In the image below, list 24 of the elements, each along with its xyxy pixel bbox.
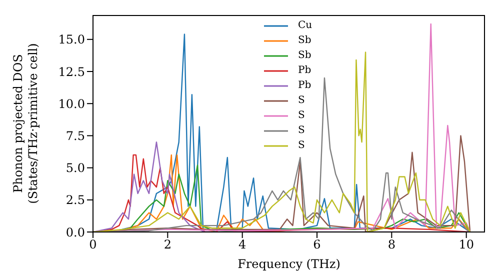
x-tick-label: 0 (89, 238, 97, 252)
x-axis-title: Frequency (THz) (238, 257, 340, 271)
legend-label: Cu (298, 19, 312, 33)
y-tick-label: 12.5 (58, 64, 85, 79)
legend-label: S (298, 139, 305, 153)
y-tick-label: 15.0 (58, 32, 85, 47)
legend-label: S (298, 109, 305, 123)
x-tick-label: 6 (313, 238, 321, 252)
legend-label: Pb (298, 64, 312, 78)
x-tick-label: 8 (388, 238, 396, 252)
legend-label: Sb (298, 49, 312, 63)
y-tick-label: 10.0 (58, 96, 85, 111)
y-axis-title: Phonon projected DOS (States/THz·primitive cell) (11, 43, 40, 204)
legend-label: S (298, 94, 305, 108)
x-tick-label: 2 (164, 238, 172, 252)
y-tick-label: 0.0 (66, 225, 85, 240)
y-tick-label: 7.5 (66, 128, 85, 143)
x-tick-label: 10 (458, 238, 474, 252)
y-tick-label: 2.5 (66, 193, 85, 208)
x-tick-label: 4 (238, 238, 247, 252)
y-tick-label: 5.0 (66, 161, 85, 176)
legend-label: Sb (298, 34, 312, 48)
legend-label: S (298, 124, 305, 138)
legend-label: Pb (298, 79, 312, 93)
